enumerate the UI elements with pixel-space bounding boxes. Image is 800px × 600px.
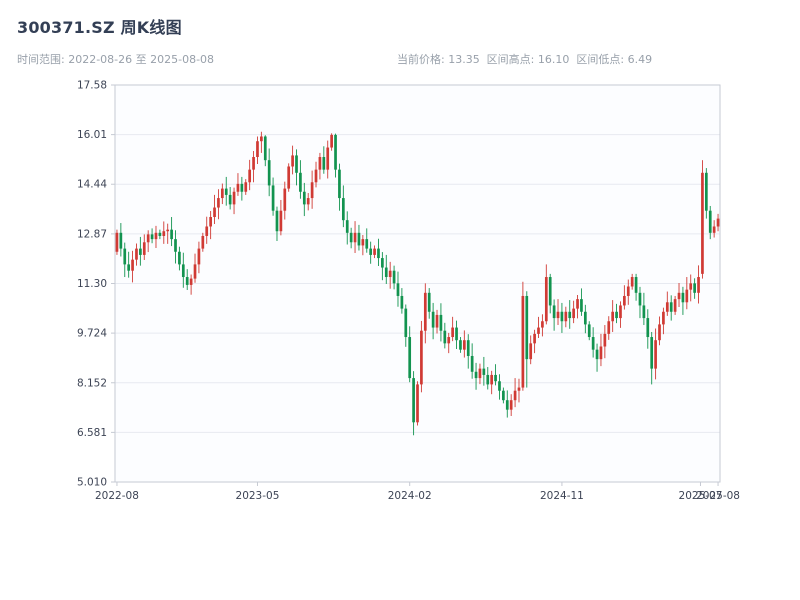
svg-text:12.87: 12.87 — [77, 228, 107, 240]
svg-text:11.30: 11.30 — [77, 278, 107, 290]
x-axis-labels: 2022-08 2023-05 2024-02 2024-11 2025-072025-… — [95, 482, 740, 502]
svg-text:9.724: 9.724 — [77, 328, 107, 340]
candles — [115, 131, 720, 436]
svg-text:17.58: 17.58 — [77, 80, 107, 92]
svg-text:2025-07: 2025-07 — [679, 490, 723, 502]
price-stats-label: 当前价格: 13.35 区间高点: 16.10 区间低点: 6.49 — [397, 53, 653, 66]
svg-text:6.581: 6.581 — [77, 427, 107, 439]
svg-text:2022-08: 2022-08 — [95, 490, 139, 502]
svg-text:5.010: 5.010 — [77, 477, 107, 489]
svg-text:2024-02: 2024-02 — [388, 490, 432, 502]
svg-text:2023-05: 2023-05 — [236, 490, 280, 502]
svg-text:16.01: 16.01 — [77, 129, 107, 141]
svg-text:2024-11: 2024-11 — [540, 490, 584, 502]
svg-text:8.152: 8.152 — [77, 377, 107, 389]
svg-text:14.44: 14.44 — [77, 179, 107, 191]
y-axis-labels: 17.58 16.01 14.44 12.87 11.30 9.724 8.152 6.581… — [77, 80, 115, 489]
date-range-label: 时间范围: 2022-08-26 至 2025-08-08 — [17, 53, 215, 66]
page-title: 300371.SZ 周K线图 — [17, 18, 182, 37]
svg-text:2025-08: 2025-08 — [696, 490, 740, 502]
